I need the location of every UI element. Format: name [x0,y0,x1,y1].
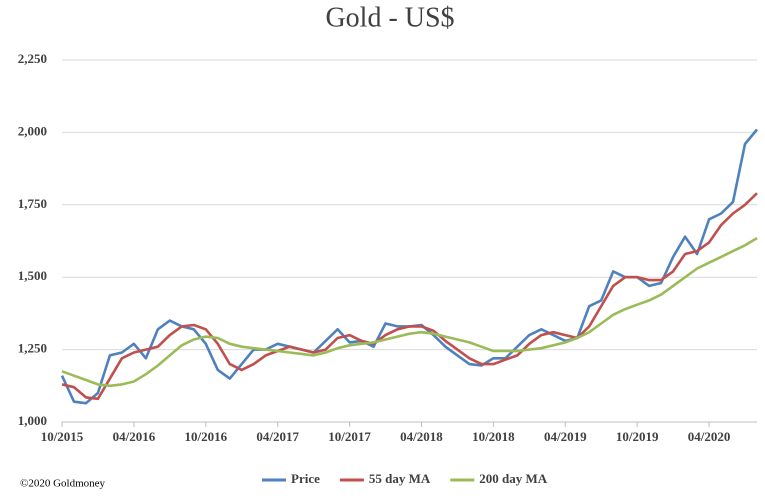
line-series [61,236,758,388]
x-tick-label: 10/2018 [472,429,515,444]
legend-label: Price [291,471,320,486]
x-tick-label: 10/2016 [184,429,227,444]
chart-title: Gold - US$ [325,2,454,33]
y-tick-label: 1,750 [18,196,47,211]
footnote: ©2020 Goldmoney [20,478,106,490]
x-tick-label: 10/2017 [328,429,371,444]
legend-label: 200 day MA [479,471,548,486]
y-tick-label: 1,250 [18,341,47,356]
x-tick-label: 04/2020 [688,429,731,444]
y-tick-label: 1,000 [18,413,47,428]
x-tick-label: 04/2016 [113,429,156,444]
x-tick-label: 04/2019 [544,429,587,444]
legend-label: 55 day MA [369,471,431,486]
y-tick-label: 1,500 [18,268,47,283]
x-tick-label: 10/2015 [41,429,84,444]
y-tick-label: 2,000 [18,123,47,138]
x-tick-label: 04/2017 [256,429,299,444]
line-series [60,128,759,405]
line-series [61,192,758,401]
x-tick-label: 04/2018 [400,429,443,444]
x-tick-label: 10/2019 [616,429,659,444]
y-tick-label: 2,250 [18,51,47,66]
